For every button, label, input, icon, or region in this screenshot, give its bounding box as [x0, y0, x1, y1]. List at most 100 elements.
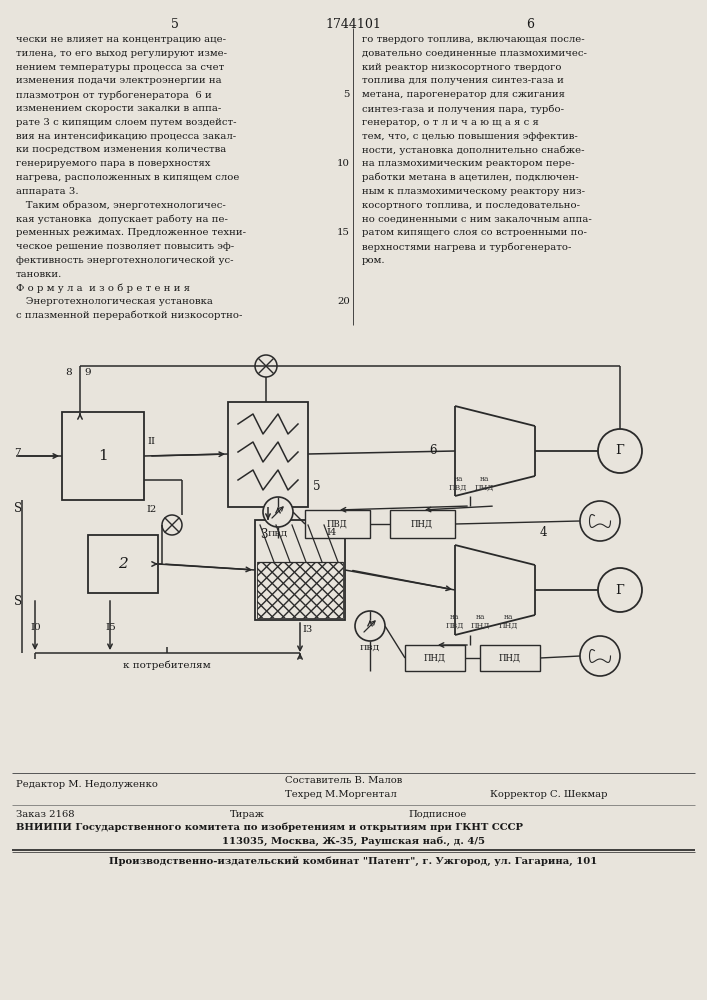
Text: Корректор С. Шекмар: Корректор С. Шекмар — [490, 790, 607, 799]
Text: II: II — [147, 437, 155, 446]
Text: I0: I0 — [30, 623, 41, 632]
Circle shape — [598, 429, 642, 473]
Text: 15: 15 — [337, 228, 350, 237]
Bar — [257, 562, 343, 618]
Text: Производственно-издательский комбинат "Патент", г. Ужгород, ул. Гагарина, 101: Производственно-издательский комбинат "П… — [109, 856, 597, 866]
Text: ности, установка дополнительно снабже-: ности, установка дополнительно снабже- — [362, 145, 585, 155]
Text: 5: 5 — [344, 90, 350, 99]
Text: I5: I5 — [105, 623, 116, 632]
Text: Редактор М. Недолуженко: Редактор М. Недолуженко — [16, 780, 158, 789]
Text: аппарата 3.: аппарата 3. — [16, 187, 78, 196]
Text: на
ПНД: на ПНД — [498, 613, 518, 630]
Text: 8: 8 — [65, 368, 71, 377]
Text: ПВД: ПВД — [268, 530, 288, 538]
Text: изменения подачи электроэнергии на: изменения подачи электроэнергии на — [16, 76, 221, 85]
Text: ПВД: ПВД — [360, 644, 380, 652]
Text: метана, парогенератор для сжигания: метана, парогенератор для сжигания — [362, 90, 565, 99]
Text: тем, что, с целью повышения эффектив-: тем, что, с целью повышения эффектив- — [362, 132, 578, 141]
Text: на
ПНД: на ПНД — [470, 613, 490, 630]
Text: на
ПНД: на ПНД — [474, 475, 493, 492]
Text: к потребителям: к потребителям — [123, 661, 211, 670]
Text: но соединенными с ним закалочным аппа-: но соединенными с ним закалочным аппа- — [362, 214, 592, 223]
Bar — [390, 510, 455, 538]
Text: с плазменной переработкой низкосортно-: с плазменной переработкой низкосортно- — [16, 311, 243, 320]
Circle shape — [263, 497, 293, 527]
Text: 6: 6 — [526, 18, 534, 31]
Text: 113035, Москва, Ж-35, Раушская наб., д. 4/5: 113035, Москва, Ж-35, Раушская наб., д. … — [221, 836, 484, 846]
Text: Тираж: Тираж — [230, 810, 265, 819]
Text: 2: 2 — [118, 557, 128, 571]
Bar — [88, 535, 158, 593]
Text: на
ПВД: на ПВД — [449, 475, 467, 492]
Circle shape — [162, 515, 182, 535]
Text: ным к плазмохимическому реактору низ-: ным к плазмохимическому реактору низ- — [362, 187, 585, 196]
Text: кий реактор низкосортного твердого: кий реактор низкосортного твердого — [362, 63, 561, 72]
Text: Г: Г — [616, 444, 624, 458]
Text: ПНД: ПНД — [411, 520, 433, 528]
Text: фективность энерготехнологической ус-: фективность энерготехнологической ус- — [16, 256, 233, 265]
Bar — [480, 645, 540, 671]
Text: Энерготехнологическая установка: Энерготехнологическая установка — [16, 297, 213, 306]
Text: ратом кипящего слоя со встроенными по-: ратом кипящего слоя со встроенными по- — [362, 228, 587, 237]
Text: вия на интенсификацию процесса закал-: вия на интенсификацию процесса закал- — [16, 132, 236, 141]
Text: 20: 20 — [337, 297, 350, 306]
Text: 1: 1 — [98, 449, 108, 463]
Text: синтез-газа и получения пара, турбо-: синтез-газа и получения пара, турбо- — [362, 104, 564, 113]
Text: ременных режимах. Предложенное техни-: ременных режимах. Предложенное техни- — [16, 228, 246, 237]
Text: нением температуры процесса за счет: нением температуры процесса за счет — [16, 63, 224, 72]
Circle shape — [580, 501, 620, 541]
Bar — [228, 402, 308, 507]
Text: ки посредством изменения количества: ки посредством изменения количества — [16, 145, 226, 154]
Text: Техред М.Моргентал: Техред М.Моргентал — [285, 790, 397, 799]
Text: 3: 3 — [260, 528, 267, 541]
Text: ческое решение позволяет повысить эф-: ческое решение позволяет повысить эф- — [16, 242, 234, 251]
Text: верхностями нагрева и турбогенерато-: верхностями нагрева и турбогенерато- — [362, 242, 571, 251]
Text: I4: I4 — [327, 528, 337, 537]
Text: рате 3 с кипящим слоем путем воздейст-: рате 3 с кипящим слоем путем воздейст- — [16, 118, 237, 127]
Circle shape — [580, 636, 620, 676]
Text: 1744101: 1744101 — [325, 18, 381, 31]
Text: S: S — [14, 502, 22, 515]
Text: I3: I3 — [302, 625, 312, 634]
Text: довательно соединенные плазмохимичес-: довательно соединенные плазмохимичес- — [362, 49, 587, 58]
Text: плазмотрон от турбогенератора  6 и: плазмотрон от турбогенератора 6 и — [16, 90, 212, 100]
Text: Г: Г — [616, 584, 624, 596]
Text: кая установка  допускает работу на пе-: кая установка допускает работу на пе- — [16, 214, 228, 224]
Text: ПНД: ПНД — [424, 654, 446, 662]
Text: ром.: ром. — [362, 256, 385, 265]
Circle shape — [255, 355, 277, 377]
Bar — [405, 645, 465, 671]
Text: Заказ 2168: Заказ 2168 — [16, 810, 75, 819]
Bar — [62, 412, 144, 500]
Text: ПВД: ПВД — [327, 520, 347, 528]
Bar — [257, 562, 343, 618]
Text: работки метана в ацетилен, подключен-: работки метана в ацетилен, подключен- — [362, 173, 578, 182]
Text: ВНИИПИ Государственного комитета по изобретениям и открытиям при ГКНТ СССР: ВНИИПИ Государственного комитета по изоб… — [16, 823, 523, 832]
Text: Таким образом, энерготехнологичес-: Таким образом, энерготехнологичес- — [16, 201, 226, 210]
Text: косортного топлива, и последовательно-: косортного топлива, и последовательно- — [362, 201, 580, 210]
Text: чески не влияет на концентрацию аце-: чески не влияет на концентрацию аце- — [16, 35, 226, 44]
Bar — [255, 520, 345, 620]
Text: 4: 4 — [540, 526, 547, 540]
Text: нагрева, расположенных в кипящем слое: нагрева, расположенных в кипящем слое — [16, 173, 240, 182]
Text: Ф о р м у л а  и з о б р е т е н и я: Ф о р м у л а и з о б р е т е н и я — [16, 283, 190, 293]
Text: на плазмохимическим реактором пере-: на плазмохимическим реактором пере- — [362, 159, 575, 168]
Text: 7: 7 — [14, 448, 21, 457]
Text: Составитель В. Малов: Составитель В. Малов — [285, 776, 402, 785]
Text: генерируемого пара в поверхностях: генерируемого пара в поверхностях — [16, 159, 211, 168]
Text: тановки.: тановки. — [16, 270, 62, 279]
Text: I2: I2 — [146, 505, 156, 514]
Text: го твердого топлива, включающая после-: го твердого топлива, включающая после- — [362, 35, 585, 44]
Text: 5: 5 — [171, 18, 179, 31]
Text: 10: 10 — [337, 159, 350, 168]
Circle shape — [598, 568, 642, 612]
Text: 5: 5 — [313, 481, 320, 493]
Text: генератор, о т л и ч а ю щ а я с я: генератор, о т л и ч а ю щ а я с я — [362, 118, 539, 127]
Text: тилена, то его выход регулируют изме-: тилена, то его выход регулируют изме- — [16, 49, 227, 58]
Text: 6: 6 — [429, 444, 437, 458]
Circle shape — [355, 611, 385, 641]
Text: ПНД: ПНД — [499, 654, 521, 662]
Text: на
ПВД: на ПВД — [446, 613, 464, 630]
Bar — [305, 510, 370, 538]
Text: топлива для получения синтез-газа и: топлива для получения синтез-газа и — [362, 76, 564, 85]
